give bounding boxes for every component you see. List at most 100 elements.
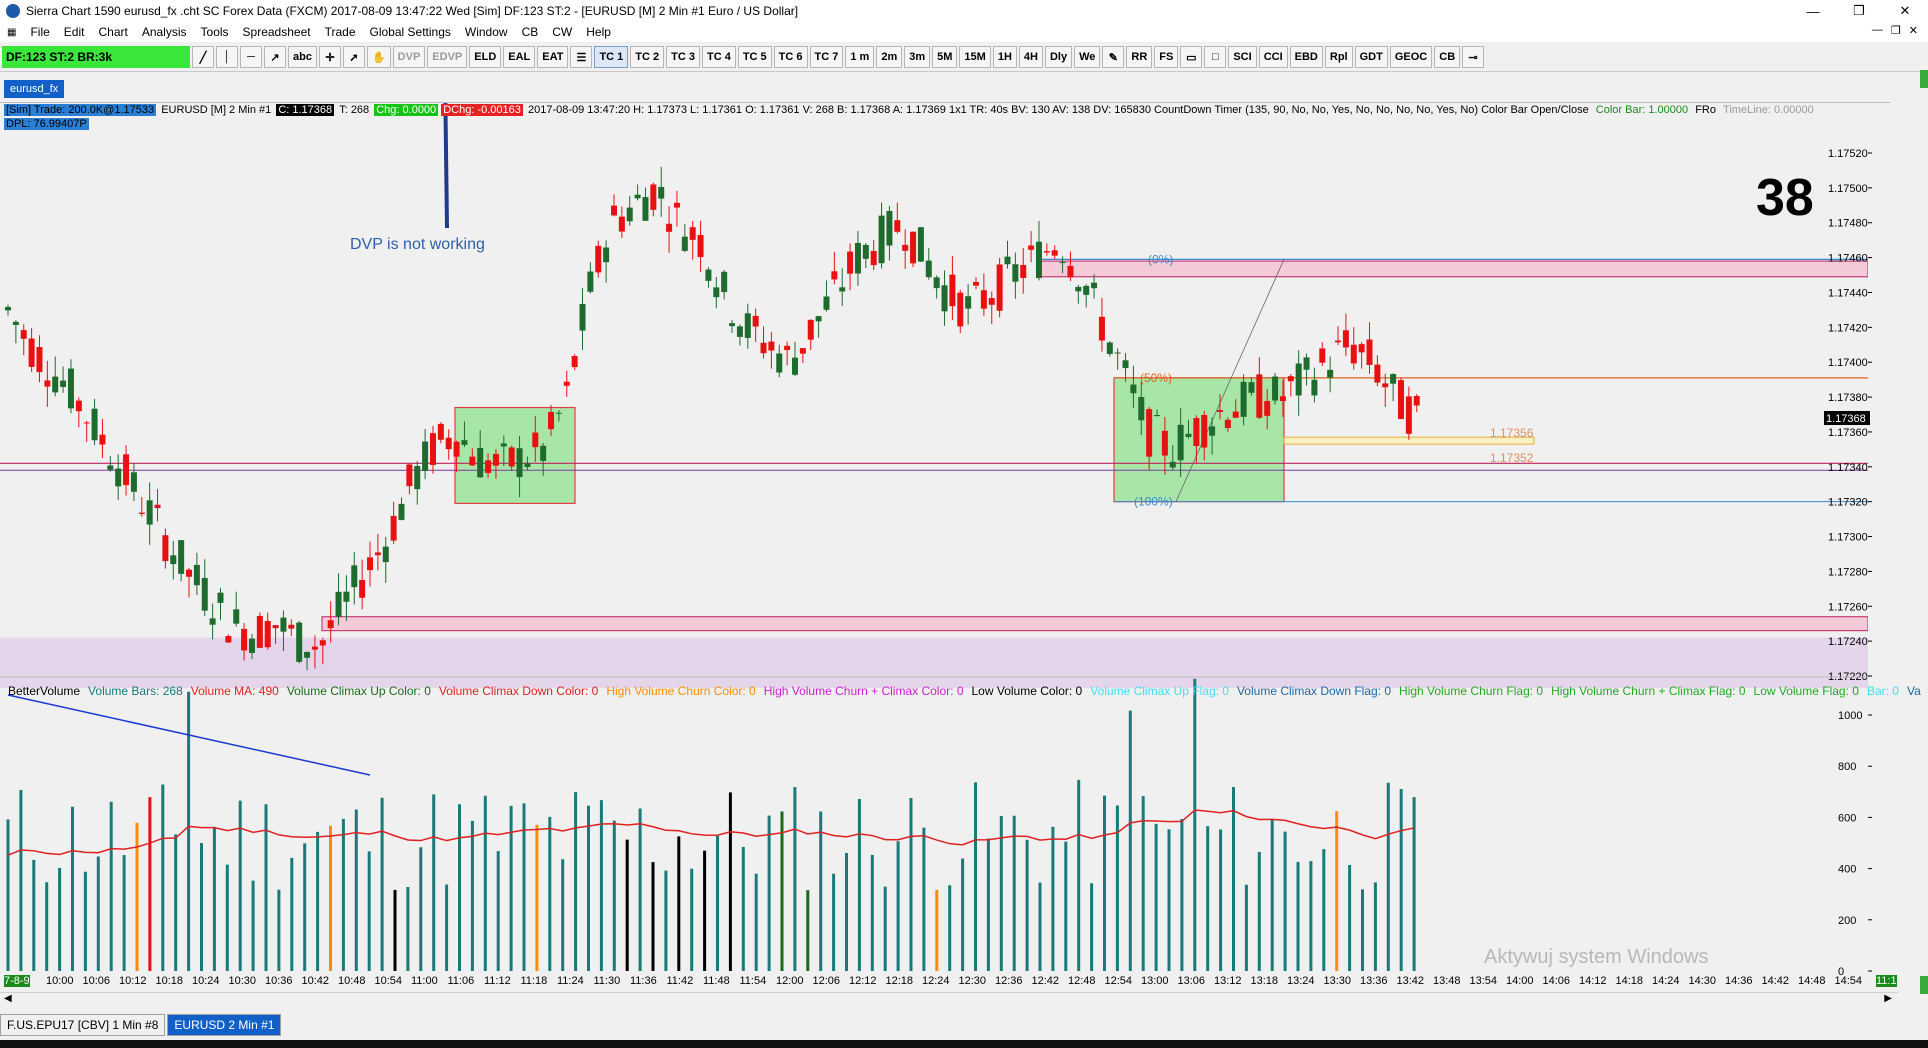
time-tick: 14:54: [1834, 975, 1863, 987]
tb-tc4-button[interactable]: TC 4: [701, 46, 736, 68]
candle-body: [146, 500, 153, 525]
tb-cci-button[interactable]: CCI: [1258, 46, 1288, 68]
line-tool-icon[interactable]: ╱: [192, 46, 214, 68]
candle-body: [839, 287, 846, 292]
tb-eld-button[interactable]: ELD: [469, 46, 502, 68]
price-label: 1.17520: [1828, 148, 1868, 160]
tb-rr-button[interactable]: RR: [1126, 46, 1153, 68]
volume-label: 1000: [1838, 710, 1862, 722]
tb-5m-button[interactable]: 5M: [932, 46, 958, 68]
tb-4h-button[interactable]: 4H: [1018, 46, 1043, 68]
scroll-right-icon[interactable]: ▶: [1884, 993, 1892, 1004]
menu-help[interactable]: Help: [586, 25, 611, 39]
tb-gdt-button[interactable]: GDT: [1354, 46, 1388, 68]
vertical-line-tool-icon[interactable]: │: [216, 46, 238, 68]
candle-body: [1216, 410, 1223, 412]
tb-sci-button[interactable]: SCI: [1228, 46, 1257, 68]
pointer-tool-icon[interactable]: ➚: [342, 46, 365, 68]
chart-settings-icon[interactable]: ✎: [1102, 46, 1125, 68]
time-tick: 13:00: [1141, 975, 1169, 987]
volume-legend-item: High Volume Churn Flag: 0: [1399, 684, 1544, 698]
menu-cw[interactable]: CW: [552, 25, 573, 39]
tb-tc5-button[interactable]: TC 5: [737, 46, 772, 68]
tb-eat-button[interactable]: EAT: [537, 46, 569, 68]
time-tick: 12:12: [849, 975, 877, 987]
menu-edit[interactable]: Edit: [63, 25, 85, 39]
candle-body: [729, 323, 736, 327]
tab-eurusd[interactable]: EURUSD 2 Min #1: [167, 1014, 282, 1036]
tb-1m-button[interactable]: 1 m: [845, 46, 875, 68]
menu-analysis[interactable]: Analysis: [141, 25, 187, 39]
tb-dvp-button[interactable]: DVP: [392, 46, 426, 68]
menu-trade[interactable]: Trade: [324, 25, 356, 39]
tb-geoc-button[interactable]: GEOC: [1389, 46, 1433, 68]
tb-3m-button[interactable]: 3m: [904, 46, 931, 68]
tb-tc7-button[interactable]: TC 7: [809, 46, 844, 68]
chart-area[interactable]: (0%) (50%) (100%) 1.17356 1.17352 1.17520 1.17…: [0, 102, 1890, 976]
candle-body: [500, 443, 507, 447]
candle-body: [225, 636, 232, 643]
menu-spreadsheet[interactable]: Spreadsheet: [242, 25, 311, 39]
candle-body: [319, 640, 326, 646]
volume-legend-item: Volume Climax Down Color: 0: [438, 684, 599, 698]
candle-body: [666, 223, 673, 232]
tb-tc3-button[interactable]: TC 3: [666, 46, 700, 68]
hand-tool-icon[interactable]: ✋: [366, 46, 391, 68]
horizontal-scrollbar[interactable]: ◀ ▶: [0, 992, 1898, 1007]
tb-cb-button[interactable]: CB: [1434, 46, 1461, 68]
mdi-minimize-button[interactable]: —: [1871, 24, 1883, 36]
tb-ebd-button[interactable]: EBD: [1289, 46, 1323, 68]
volume-legend-item: Volume MA: 490: [190, 684, 279, 698]
price-label: 1.17340: [1828, 462, 1868, 474]
time-tick: 14:24: [1652, 975, 1680, 987]
menu-cb[interactable]: CB: [521, 25, 539, 39]
time-tick: 12:48: [1068, 975, 1096, 987]
price-label: 1.17420: [1828, 322, 1868, 334]
horizontal-line-tool-icon[interactable]: ─: [240, 46, 262, 68]
ruler-tool-icon[interactable]: ⊸: [1462, 46, 1485, 68]
volume-legend-item: BetterVolume: [8, 684, 81, 698]
time-tick: 10:30: [228, 975, 257, 987]
candle-body: [1075, 286, 1082, 292]
volume-legend-item: High Volume Churn Color: 0: [606, 684, 756, 698]
tb-tc6-button[interactable]: TC 6: [773, 46, 808, 68]
menu-chart[interactable]: Chart: [98, 25, 128, 39]
close-button[interactable]: ✕: [1899, 3, 1911, 18]
menu-tools[interactable]: Tools: [200, 25, 229, 39]
mdi-close-button[interactable]: ✕: [1908, 25, 1918, 37]
tb-edvp-button[interactable]: EDVP: [427, 46, 468, 68]
tb-1h-button[interactable]: 1H: [992, 46, 1017, 68]
tb-tc2-button[interactable]: TC 2: [630, 46, 665, 68]
scroll-left-icon[interactable]: ◀: [4, 993, 12, 1004]
ray-tool-icon[interactable]: ↗: [264, 46, 286, 68]
candle-body: [186, 569, 193, 577]
menu-window[interactable]: Window: [464, 25, 508, 39]
tb-we-button[interactable]: We: [1074, 46, 1101, 68]
minimize-button[interactable]: —: [1806, 3, 1820, 19]
toolbar: DF:123 ST:2 BR:3k ╱ │ ─ ↗ abc ✛ ➚ ✋ DVP …: [0, 43, 1928, 72]
tb-2m-button[interactable]: 2m: [876, 46, 903, 68]
tb-rpl-button[interactable]: Rpl: [1324, 46, 1353, 68]
restore-button[interactable]: ❐: [1853, 3, 1865, 18]
mdi-restore-button[interactable]: ❐: [1890, 25, 1901, 37]
menu-file[interactable]: File: [30, 25, 50, 39]
tb-15m-button[interactable]: 15M: [959, 46, 991, 68]
fib-tool-icon[interactable]: ☰: [570, 46, 593, 68]
chart-tab[interactable]: eurusd_fx: [4, 80, 65, 98]
candle-body: [445, 437, 452, 450]
mdi-doc-icon[interactable]: ▦: [7, 26, 17, 38]
tb-dly-button[interactable]: Dly: [1044, 46, 1073, 68]
tb-tc1-button[interactable]: TC 1: [594, 46, 629, 68]
tb-fs-button[interactable]: FS: [1154, 46, 1179, 68]
rect-tool-icon[interactable]: ▭: [1180, 46, 1203, 68]
tab-epu17[interactable]: F.US.EPU17 [CBV] 1 Min #8: [0, 1014, 166, 1036]
menu-global-settings[interactable]: Global Settings: [369, 25, 451, 39]
text-tool-icon[interactable]: abc: [288, 46, 317, 68]
crosshair-tool-icon[interactable]: ✛: [318, 46, 341, 68]
candle-body: [658, 186, 665, 199]
tb-eal-button[interactable]: EAL: [503, 46, 536, 68]
window-title: Sierra Chart 1590 eurusd_fx .cht SC Fore…: [26, 4, 799, 18]
volume-label: 600: [1838, 812, 1856, 824]
square-tool-icon[interactable]: □: [1204, 46, 1227, 68]
candle-body: [792, 357, 798, 375]
